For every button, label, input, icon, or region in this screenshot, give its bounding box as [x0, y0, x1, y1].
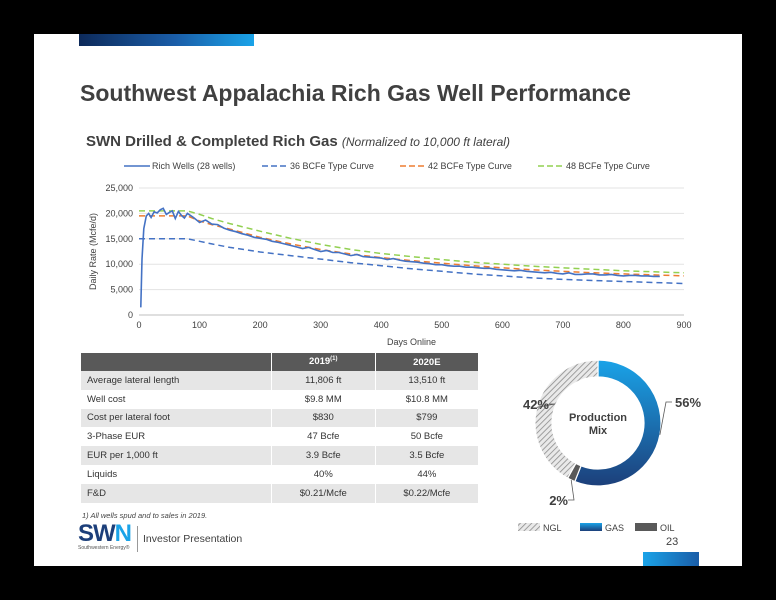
legend-swatch — [580, 523, 602, 531]
table-row: EUR per 1,000 ft 3.9 Bcfe 3.5 Bcfe — [81, 446, 478, 465]
table-row: Cost per lateral foot $830 $799 — [81, 408, 478, 428]
x-tick-label: 900 — [676, 320, 691, 330]
logo-text-n: N — [114, 520, 132, 547]
table-row: Liquids 40% 44% — [81, 464, 478, 484]
row-label: Well cost — [87, 393, 126, 405]
logo-subtext: Southwestern Energy® — [78, 545, 130, 551]
legend-swatch — [635, 523, 657, 531]
cell-2019: 3.9 Bcfe — [270, 446, 376, 465]
y-tick-label: 25,000 — [105, 183, 133, 193]
footer-section-label: Investor Presentation — [143, 533, 243, 545]
cell-2019: 40% — [270, 464, 376, 484]
legend-swatch — [518, 523, 540, 531]
cell-2020e: $0.22/Mcfe — [374, 483, 478, 503]
swn-logo: SWN Southwestern Energy® — [78, 520, 132, 552]
donut-center-label: Mix — [589, 425, 608, 437]
donut-slice-ngl — [534, 359, 599, 480]
legend-label: 36 BCFe Type Curve — [290, 161, 374, 171]
logo-wordmark: SWN — [78, 520, 132, 547]
y-tick-label: 0 — [128, 310, 133, 320]
table-row: F&D $0.21/Mcfe $0.22/Mcfe — [81, 483, 478, 503]
legend-label: GAS — [605, 523, 624, 533]
y-tick-label: 5,000 — [110, 285, 133, 295]
cell-2019: 47 Bcfe — [270, 427, 376, 447]
cell-2020e: $10.8 MM — [374, 389, 478, 409]
label-leader-line — [568, 479, 575, 501]
table-header-row: 2019(1) 2020E — [81, 353, 478, 371]
subtitle-text: SWN Drilled & Completed Rich Gas — [86, 133, 338, 150]
donut-value-label: 56% — [675, 395, 701, 410]
table-header-2020e: 2020E — [374, 353, 478, 371]
x-tick-label: 400 — [374, 320, 389, 330]
table-header-2019: 2019(1) — [270, 353, 376, 371]
header-2019-footnote-ref: (1) — [330, 356, 338, 363]
donut-value-label: 42% — [523, 397, 549, 412]
legend-label: NGL — [543, 523, 562, 533]
cell-2020e: 50 Bcfe — [374, 427, 478, 447]
decline-curve-chart: 0 5,000 10,000 15,000 20,000 25,000 0 100 200 300… — [88, 161, 692, 347]
well-economics-table: 2019(1) 2020E Average lateral length 11,8… — [81, 353, 478, 503]
footer-divider — [137, 526, 138, 552]
cell-2019: $0.21/Mcfe — [270, 483, 376, 503]
table-header-label — [81, 353, 272, 371]
x-tick-label: 700 — [555, 320, 570, 330]
x-axis-label: Days Online — [387, 337, 436, 347]
page-number: 23 — [666, 536, 679, 548]
top-accent-bar — [79, 34, 254, 46]
row-label: Liquids — [87, 468, 118, 480]
legend-label: 48 BCFe Type Curve — [566, 161, 650, 171]
legend-label: 42 BCFe Type Curve — [428, 161, 512, 171]
logo-text-sw: SW — [78, 520, 116, 547]
legend-label: Rich Wells (28 wells) — [152, 161, 235, 171]
label-leader-line — [659, 401, 672, 435]
cell-2020e: 44% — [374, 464, 478, 484]
cell-2020e: 13,510 ft — [374, 371, 478, 390]
cell-2020e: 3.5 Bcfe — [374, 446, 478, 465]
cell-2019: $9.8 MM — [270, 389, 376, 409]
x-tick-label: 500 — [434, 320, 449, 330]
donut-value-label: 2% — [549, 493, 568, 508]
x-tick-label: 0 — [136, 320, 141, 330]
row-label: EUR per 1,000 ft — [81, 446, 272, 465]
x-tick-label: 800 — [616, 320, 631, 330]
row-label: F&D — [81, 483, 272, 503]
chart-subtitle: SWN Drilled & Completed Rich Gas (Normal… — [86, 133, 510, 150]
donut-center-label: Production — [569, 412, 627, 424]
x-tick-label: 300 — [313, 320, 328, 330]
table-row: 3-Phase EUR 47 Bcfe 50 Bcfe — [81, 427, 478, 447]
legend-label: OIL — [660, 523, 675, 533]
row-label: Cost per lateral foot — [81, 408, 272, 428]
series-line-3 — [139, 210, 685, 274]
y-tick-label: 10,000 — [105, 259, 133, 269]
row-label: Average lateral length — [81, 371, 272, 390]
row-label: 3-Phase EUR — [87, 431, 146, 443]
cell-2019: 11,806 ft — [270, 371, 376, 390]
header-2019-text: 2019 — [309, 356, 331, 368]
table-row: Well cost $9.8 MM $10.8 MM — [81, 389, 478, 409]
table-body: Average lateral length 11,806 ft 13,510 ft… — [81, 371, 478, 503]
donut-slice-gas — [574, 359, 662, 487]
slide: Southwest Appalachia Rich Gas Well Perfo… — [34, 34, 742, 566]
series-line-1 — [139, 238, 685, 285]
series-line-0 — [140, 207, 660, 308]
bottom-accent-bar — [643, 552, 699, 566]
page-title: Southwest Appalachia Rich Gas Well Perfo… — [80, 80, 631, 106]
table-row: Average lateral length 11,806 ft 13,510 ft — [81, 371, 478, 390]
y-axis-label: Daily Rate (Mcfe/d) — [88, 213, 98, 290]
x-tick-label: 100 — [192, 320, 207, 330]
x-tick-label: 200 — [253, 320, 268, 330]
label-leader-line — [536, 403, 556, 408]
y-tick-label: 20,000 — [105, 208, 133, 218]
cell-2020e: $799 — [374, 408, 478, 428]
subtitle-note: (Normalized to 10,000 ft lateral) — [341, 135, 510, 149]
cell-2019: $830 — [270, 408, 376, 428]
y-tick-label: 15,000 — [105, 234, 133, 244]
x-tick-label: 600 — [495, 320, 510, 330]
footnote: 1) All wells spud and to sales in 2019. — [82, 511, 208, 520]
